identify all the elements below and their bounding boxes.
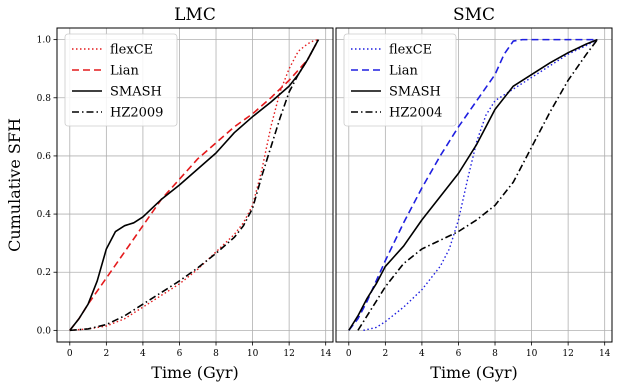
legend-label-hz2004: HZ2004 [389, 106, 442, 121]
x-tick-label: 4 [419, 349, 425, 359]
series-line-smash [348, 38, 598, 331]
panel-title: SMC [453, 5, 495, 25]
series-line-flexce [363, 39, 598, 332]
legend-label-flexce: flexCE [110, 43, 153, 58]
x-tick-label: 10 [247, 349, 259, 359]
legend-label-hz2009: HZ2009 [110, 106, 163, 121]
legend-box [64, 33, 178, 127]
legend-label-smash: SMASH [110, 85, 162, 100]
y-tick-label: 0.6 [37, 152, 52, 162]
y-axis-label: Cumulative SFH [5, 118, 24, 252]
x-tick-label: 6 [177, 349, 183, 359]
legend: flexCE Lian SMASH HZ2009 [64, 33, 178, 127]
x-axis-label: Time (Gyr) [430, 363, 517, 382]
plot-frame [56, 27, 334, 343]
panel-lmc: 0 2 4 6 8 10 12 14 0.0 0.2 0.4 0.6 0.8 1.0 LMC Time (Gy… [5, 5, 334, 382]
y-tick-label: 0.8 [37, 94, 52, 104]
x-tick-label: 8 [492, 349, 498, 359]
series-line-hz2004 [357, 39, 599, 331]
legend-box [343, 33, 457, 127]
panel-title: LMC [174, 5, 216, 25]
x-tick-label: 0 [346, 349, 352, 359]
series-line-smash [69, 39, 320, 331]
x-tick-label: 4 [140, 349, 146, 359]
series-line-hz2009 [69, 39, 320, 332]
x-axis-label: Time (Gyr) [151, 363, 238, 382]
x-tick-label: 8 [213, 349, 219, 359]
x-tick-label: 0 [67, 349, 73, 359]
y-tick-label: 1.0 [37, 36, 52, 46]
x-tick-label: 14 [320, 349, 332, 359]
legend-label-smash: SMASH [389, 85, 441, 100]
y-tick-label: 0.4 [37, 210, 52, 220]
plot-frame [335, 27, 613, 343]
series-line-flexce [69, 38, 319, 332]
legend-label-lian: Lian [389, 64, 419, 79]
x-tick-label: 14 [599, 349, 611, 359]
x-tick-label: 10 [526, 349, 538, 359]
x-tick-label: 2 [382, 349, 388, 359]
legend-label-lian: Lian [110, 64, 140, 79]
panel-smc: 0 2 4 6 8 10 12 14 SMC Time (Gyr) flexCE Lian SMASH H… [335, 5, 613, 382]
legend-label-flexce: flexCE [389, 43, 432, 58]
x-tick-label: 2 [103, 349, 109, 359]
legend: flexCE Lian SMASH HZ2004 [343, 33, 457, 127]
y-tick-label: 0.0 [37, 326, 52, 336]
series-line-lian [69, 39, 320, 331]
y-tick-label: 0.2 [37, 268, 51, 278]
x-tick-label: 6 [456, 349, 462, 359]
x-tick-label: 12 [562, 349, 573, 359]
series-line-lian [348, 38, 598, 331]
x-tick-label: 12 [283, 349, 294, 359]
